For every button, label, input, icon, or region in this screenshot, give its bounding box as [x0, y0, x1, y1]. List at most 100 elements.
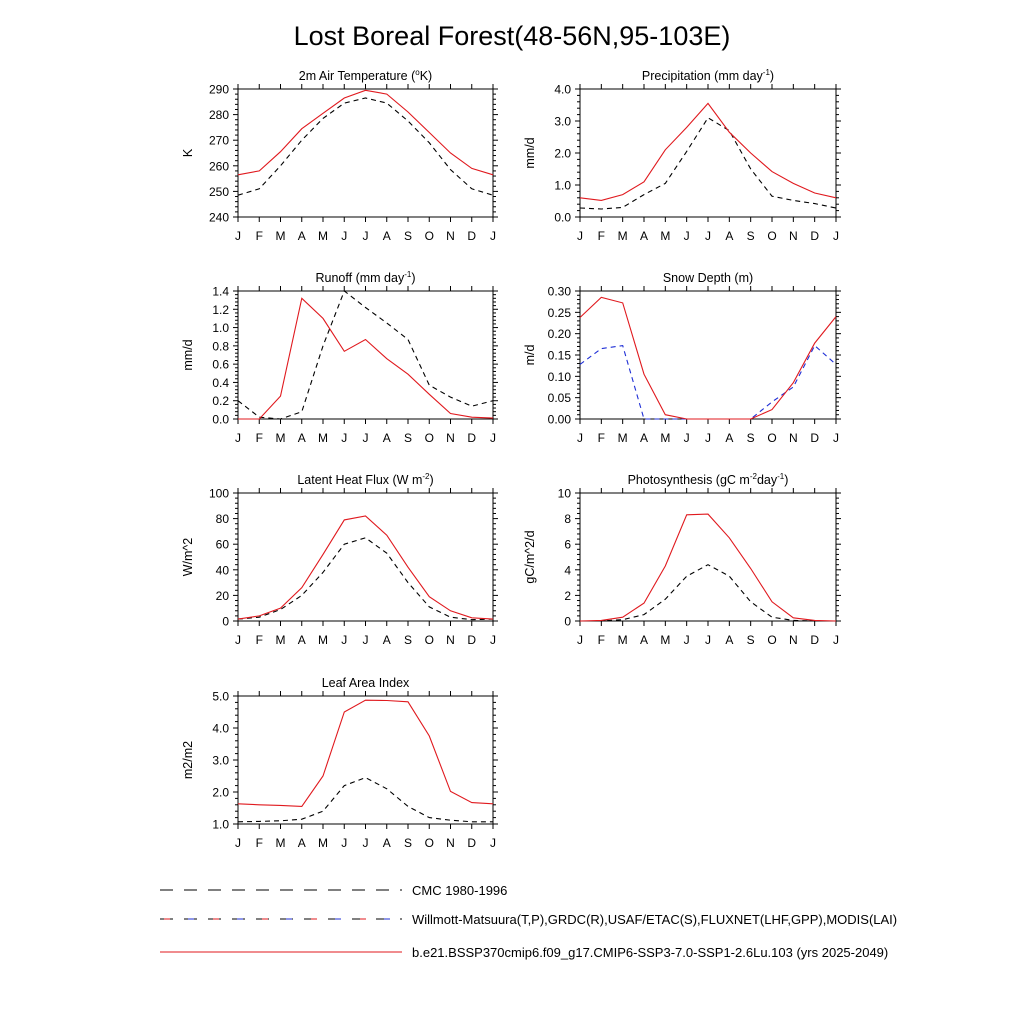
x-tick-label: N	[446, 633, 455, 647]
y-tick-label: 2.0	[554, 147, 571, 161]
x-tick-label: M	[276, 836, 286, 850]
y-tick-label: 3.0	[554, 115, 571, 129]
panel-title: Runoff (mm day-1)	[316, 270, 416, 285]
plot-frame	[237, 88, 494, 218]
series-line	[237, 537, 494, 621]
x-tick-label: F	[256, 431, 263, 445]
y-tick-label: 0.05	[548, 391, 572, 405]
x-tick-label: M	[318, 431, 328, 445]
chart-panel: Photosynthesis (gC m-2day-1)J F M A M J J A S O N D…	[523, 472, 841, 647]
legend: CMC 1980-1996 Willmott-Matsuura(T,P),GRD…	[160, 883, 897, 960]
y-tick-label: 1.0	[212, 818, 229, 832]
y-tick-label: 0.0	[554, 211, 571, 225]
x-tick-label: J	[833, 633, 839, 647]
x-tick-label: D	[467, 229, 476, 243]
x-tick-label: O	[425, 633, 434, 647]
plot-frame	[579, 492, 837, 622]
x-tick-label: A	[640, 229, 648, 243]
legend-label-obs: Willmott-Matsuura(T,P),GRDC(R),USAF/ETAC…	[412, 912, 897, 927]
x-tick-label: J	[341, 431, 347, 445]
y-tick-label: 8	[564, 512, 571, 526]
x-tick-label: A	[640, 431, 648, 445]
y-tick-label: 3.0	[212, 754, 229, 768]
chart-panel: Snow Depth (m)J F M A M J J A S O N D J0.000.050.100…	[523, 271, 841, 445]
y-tick-label: 0.15	[548, 349, 572, 363]
series-line	[237, 699, 494, 807]
x-tick-label: A	[298, 836, 306, 850]
y-tick-label: 4.0	[554, 83, 571, 97]
x-tick-label: A	[298, 633, 306, 647]
y-tick-label: 60	[216, 538, 230, 552]
y-tick-label: 2	[564, 589, 571, 603]
panel-title: 2m Air Temperature (oK)	[299, 68, 432, 83]
x-tick-label: M	[660, 431, 670, 445]
x-tick-label: M	[318, 229, 328, 243]
panel-title: Precipitation (mm day-1)	[642, 68, 774, 83]
x-tick-label: J	[490, 633, 496, 647]
plot-frame	[237, 290, 494, 420]
y-tick-label: 0.8	[212, 339, 229, 353]
y-tick-label: 1.0	[212, 321, 229, 335]
y-tick-label: 0.4	[212, 376, 229, 390]
x-tick-label: J	[341, 633, 347, 647]
y-tick-label: 0.0	[212, 413, 229, 427]
y-axis-label: mm/d	[181, 339, 195, 370]
x-tick-label: D	[467, 633, 476, 647]
panel-title: Photosynthesis (gC m-2day-1)	[628, 472, 789, 487]
y-tick-label: 0	[222, 615, 229, 629]
x-tick-label: M	[318, 633, 328, 647]
x-tick-label: O	[767, 431, 776, 445]
x-tick-label: J	[684, 633, 690, 647]
y-tick-label: 4.0	[212, 722, 229, 736]
x-tick-label: J	[833, 229, 839, 243]
x-tick-label: D	[810, 633, 819, 647]
y-tick-label: 100	[209, 487, 229, 501]
y-tick-label: 80	[216, 512, 230, 526]
y-tick-label: 5.0	[212, 690, 229, 704]
x-tick-label: J	[235, 633, 241, 647]
y-tick-label: 250	[209, 185, 229, 199]
y-tick-label: 0	[564, 615, 571, 629]
y-tick-label: 0.00	[548, 413, 572, 427]
x-tick-label: D	[467, 431, 476, 445]
x-tick-label: M	[276, 431, 286, 445]
x-tick-label: N	[446, 229, 455, 243]
y-axis-label: W/m^2	[181, 538, 195, 577]
x-tick-label: J	[833, 431, 839, 445]
y-tick-label: 260	[209, 159, 229, 173]
y-axis-label: gC/m^2/d	[523, 530, 537, 583]
x-tick-label: O	[425, 229, 434, 243]
x-tick-label: J	[490, 431, 496, 445]
x-tick-label: J	[363, 431, 369, 445]
y-tick-label: 20	[216, 589, 230, 603]
x-tick-label: J	[235, 229, 241, 243]
x-tick-label: J	[363, 229, 369, 243]
y-tick-label: 0.30	[548, 285, 572, 299]
x-tick-label: J	[577, 633, 583, 647]
x-tick-label: J	[577, 431, 583, 445]
x-tick-label: M	[318, 836, 328, 850]
series-line	[580, 564, 836, 622]
x-tick-label: D	[810, 229, 819, 243]
x-tick-label: F	[598, 431, 605, 445]
x-tick-label: J	[363, 633, 369, 647]
x-tick-label: D	[467, 836, 476, 850]
x-tick-label: S	[747, 431, 755, 445]
plot-frame	[579, 290, 837, 420]
x-tick-label: J	[235, 836, 241, 850]
x-tick-label: J	[235, 431, 241, 445]
x-tick-label: M	[660, 633, 670, 647]
x-tick-label: J	[490, 229, 496, 243]
series-line	[579, 344, 837, 420]
y-tick-label: 4	[564, 563, 571, 577]
y-tick-label: 0.20	[548, 327, 572, 341]
series-line	[579, 296, 837, 420]
y-tick-label: 290	[209, 83, 229, 97]
x-tick-label: S	[404, 633, 412, 647]
x-tick-label: M	[618, 633, 628, 647]
x-tick-label: D	[810, 431, 819, 445]
panel-title: Snow Depth (m)	[663, 271, 753, 285]
x-tick-label: M	[618, 431, 628, 445]
x-tick-label: J	[490, 836, 496, 850]
